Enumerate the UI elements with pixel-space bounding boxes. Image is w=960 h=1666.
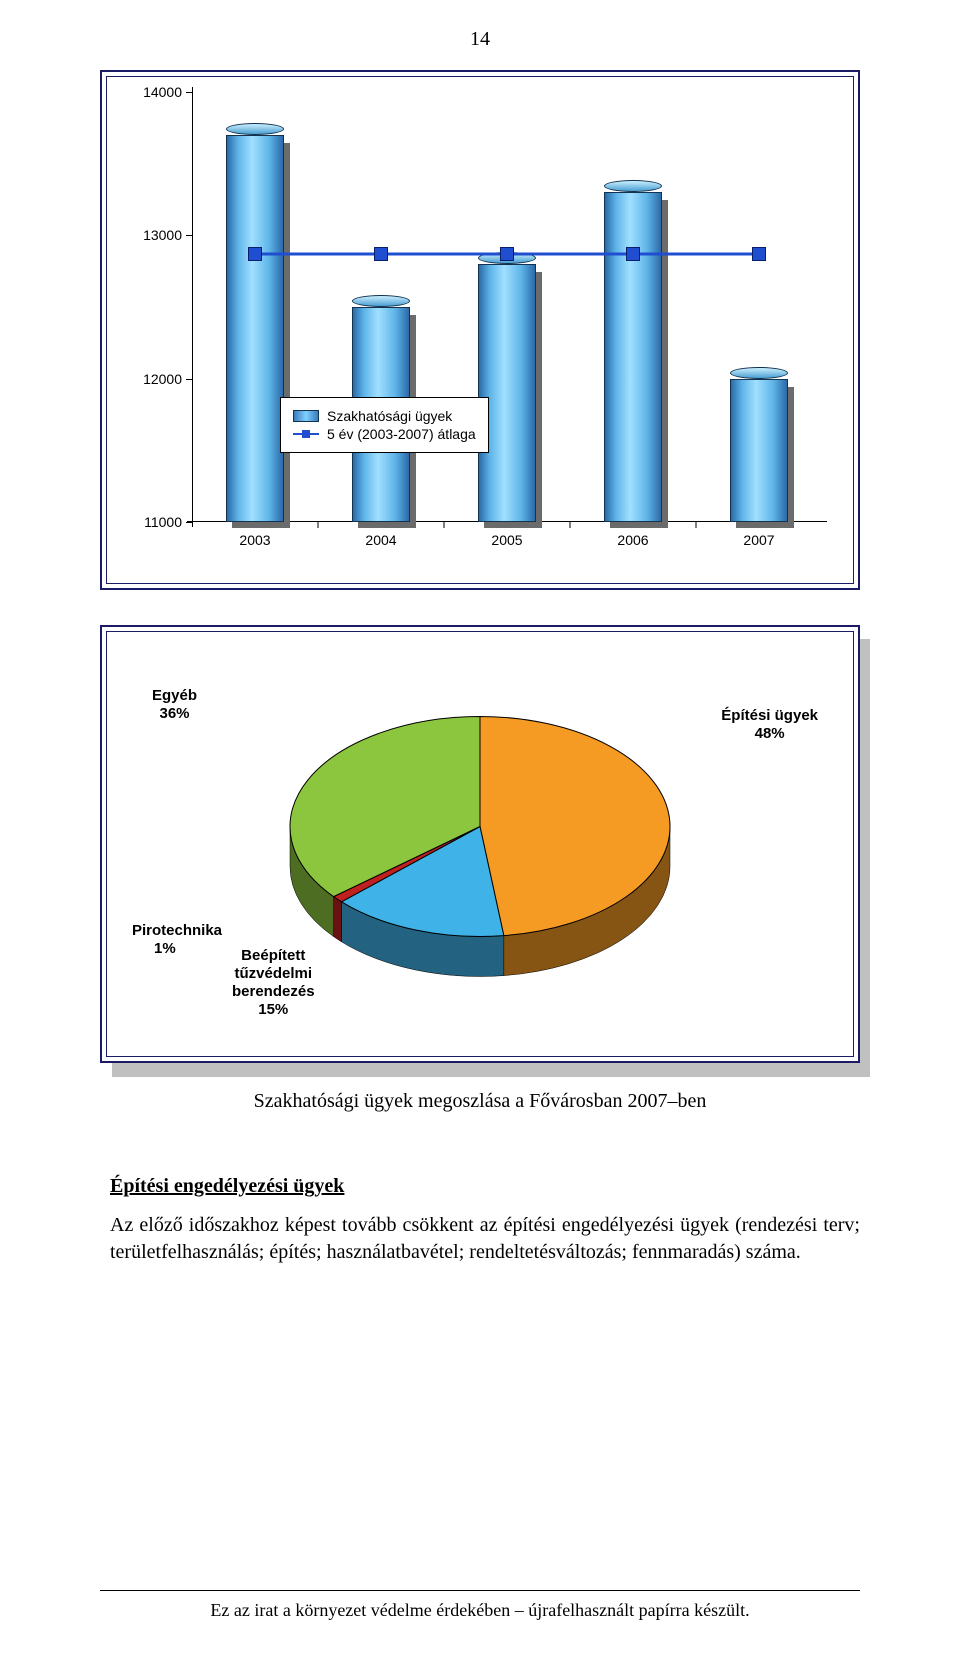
bar-chart-ytick: 14000	[122, 84, 182, 100]
bar-chart-avg-marker	[752, 247, 766, 261]
pie-label-epitesi-text: Építési ügyek	[721, 707, 818, 724]
bar-chart-xtick: 2006	[603, 532, 663, 548]
pie-label-piro: Pirotechnika 1%	[132, 922, 222, 958]
bar-chart-plot: 1100012000130001400020032004200520062007	[192, 92, 822, 522]
legend-swatch-line	[293, 428, 319, 440]
bar-chart-ytick: 11000	[122, 514, 182, 530]
legend-avg-label: 5 év (2003-2007) átlaga	[327, 426, 476, 442]
pie-label-beepitett-l3: berendezés	[232, 983, 315, 1000]
bar-chart-xtick: 2005	[477, 532, 537, 548]
pie-label-beepitett-l1: Beépített	[241, 947, 305, 964]
bar-chart-ytick: 13000	[122, 227, 182, 243]
footer-rule	[100, 1590, 860, 1591]
bar-chart-avg-marker	[248, 247, 262, 261]
pie-label-beepitett-l2: tűzvédelmi	[235, 965, 313, 982]
pie-label-egyeb-pct: 36%	[159, 705, 189, 722]
pie-label-egyeb: Egyéb 36%	[152, 687, 197, 723]
pie-chart	[250, 692, 710, 997]
pie-label-beepitett-pct: 15%	[258, 1001, 288, 1018]
bar-chart-xtick: 2003	[225, 532, 285, 548]
pie-label-piro-text: Pirotechnika	[132, 922, 222, 939]
legend-series-label: Szakhatósági ügyek	[327, 408, 452, 424]
legend-row-series: Szakhatósági ügyek	[293, 408, 476, 424]
footer-text: Ez az irat a környezet védelme érdekében…	[0, 1600, 960, 1621]
pie-label-piro-pct: 1%	[132, 940, 176, 957]
pie-chart-caption: Szakhatósági ügyek megoszlása a Fővárosb…	[0, 1090, 960, 1113]
pie-label-beepitett: Beépített tűzvédelmi berendezés 15%	[232, 947, 315, 1019]
pie-label-epitesi: Építési ügyek 48%	[721, 707, 818, 743]
bar-chart-xtick: 2004	[351, 532, 411, 548]
bar-chart-avg-marker	[626, 247, 640, 261]
legend-row-avg: 5 év (2003-2007) átlaga	[293, 426, 476, 442]
bar-chart-y-axis	[192, 87, 193, 527]
pie-label-egyeb-text: Egyéb	[152, 687, 197, 704]
bar-chart-ytick: 12000	[122, 371, 182, 387]
bar-chart-avg-marker	[374, 247, 388, 261]
pie-chart-frame: Építési ügyek 48% Egyéb 36% Pirotechnika…	[100, 625, 860, 1063]
pie-label-epitesi-pct: 48%	[755, 725, 785, 742]
section-heading: Építési engedélyezési ügyek	[110, 1175, 344, 1198]
bar-chart-avg-marker	[500, 247, 514, 261]
page-number: 14	[0, 28, 960, 51]
bar-chart-xtick: 2007	[729, 532, 789, 548]
bar-chart-frame: 1100012000130001400020032004200520062007…	[100, 70, 860, 590]
body-paragraph: Az előző időszakhoz képest tovább csökke…	[110, 1212, 860, 1266]
bar-chart-legend: Szakhatósági ügyek 5 év (2003-2007) átla…	[280, 397, 489, 453]
legend-swatch-bar	[293, 410, 319, 422]
